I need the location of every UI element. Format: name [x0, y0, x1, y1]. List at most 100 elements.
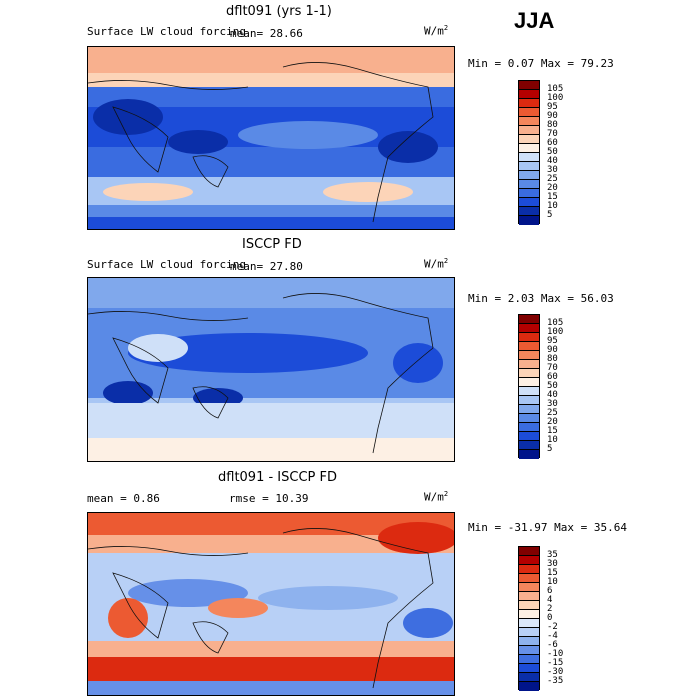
cbar-swatch: [519, 441, 539, 450]
panel-1-units: W/m2: [424, 24, 449, 38]
cbar-label: 15: [547, 568, 558, 578]
cbar-swatch: [519, 198, 539, 207]
cbar-swatch: [519, 126, 539, 135]
panel-3-title: dflt091 - ISCCP FD: [218, 470, 338, 485]
cbar-label: 4: [547, 595, 553, 605]
panel-2-colorbar: [518, 314, 540, 459]
cbar-label: 5: [547, 444, 553, 454]
cbar-swatch: [519, 423, 539, 432]
cbar-swatch: [519, 378, 539, 387]
cbar-label: 70: [547, 129, 558, 139]
cbar-label: 90: [547, 345, 558, 355]
cbar-swatch: [519, 108, 539, 117]
cbar-label: -10: [547, 649, 564, 659]
cbar-label: 60: [547, 372, 558, 382]
cbar-swatch: [519, 207, 539, 216]
panel-3-minmax: Min = -31.97 Max = 35.64: [468, 521, 627, 534]
cbar-swatch: [519, 351, 539, 360]
cbar-swatch: [519, 135, 539, 144]
cbar-swatch: [519, 324, 539, 333]
cbar-swatch: [519, 414, 539, 423]
cbar-swatch: [519, 81, 539, 90]
cbar-label: 25: [547, 408, 558, 418]
cbar-swatch: [519, 396, 539, 405]
cbar-swatch: [519, 592, 539, 601]
cbar-label: 15: [547, 426, 558, 436]
cbar-label: -15: [547, 658, 564, 668]
cbar-label: 30: [547, 165, 558, 175]
cbar-label: 95: [547, 336, 558, 346]
cbar-swatch: [519, 610, 539, 619]
cbar-label: 35: [547, 550, 558, 560]
cbar-swatch: [519, 682, 539, 691]
cbar-label: 10: [547, 435, 558, 445]
cbar-swatch: [519, 360, 539, 369]
cbar-swatch: [519, 189, 539, 198]
cbar-swatch: [519, 655, 539, 664]
cbar-label: 10: [547, 201, 558, 211]
cbar-label: 2: [547, 604, 553, 614]
cbar-swatch: [519, 673, 539, 682]
cbar-label: 10: [547, 577, 558, 587]
cbar-swatch: [519, 574, 539, 583]
cbar-label: 50: [547, 147, 558, 157]
panel-1-minmax: Min = 0.07 Max = 79.23: [468, 57, 614, 70]
cbar-label: 95: [547, 102, 558, 112]
cbar-label: 20: [547, 183, 558, 193]
cbar-swatch: [519, 646, 539, 655]
panel-2-variable: Surface LW cloud forcing: [87, 258, 246, 271]
cbar-swatch: [519, 171, 539, 180]
cbar-label: 100: [547, 327, 564, 337]
cbar-label: 25: [547, 174, 558, 184]
cbar-swatch: [519, 162, 539, 171]
cbar-swatch: [519, 637, 539, 646]
cbar-label: 90: [547, 111, 558, 121]
cbar-label: 70: [547, 363, 558, 373]
cbar-swatch: [519, 556, 539, 565]
cbar-swatch: [519, 565, 539, 574]
cbar-swatch: [519, 180, 539, 189]
cbar-swatch: [519, 333, 539, 342]
cbar-swatch: [519, 342, 539, 351]
cbar-swatch: [519, 144, 539, 153]
cbar-swatch: [519, 601, 539, 610]
cbar-label: 40: [547, 156, 558, 166]
cbar-label: -30: [547, 667, 564, 677]
panel-3-mean: mean = 0.86: [87, 492, 160, 505]
cbar-label: 20: [547, 417, 558, 427]
cbar-swatch: [519, 432, 539, 441]
cbar-swatch: [519, 628, 539, 637]
cbar-swatch: [519, 369, 539, 378]
panel-2-units: W/m2: [424, 257, 449, 271]
cbar-label: 80: [547, 120, 558, 130]
panel-1-mean: mean= 28.66: [230, 27, 303, 40]
panel-1-map: [87, 46, 455, 230]
cbar-label: 80: [547, 354, 558, 364]
cbar-label: 0: [547, 613, 553, 623]
cbar-swatch: [519, 619, 539, 628]
cbar-swatch: [519, 315, 539, 324]
panel-2-title: ISCCP FD: [242, 237, 302, 252]
cbar-swatch: [519, 99, 539, 108]
panel-3-units: W/m2: [424, 490, 449, 504]
panel-3-rmse: rmse = 10.39: [229, 492, 309, 505]
cbar-label: 15: [547, 192, 558, 202]
cbar-swatch: [519, 153, 539, 162]
cbar-label: 40: [547, 390, 558, 400]
cbar-label: 105: [547, 84, 564, 94]
cbar-swatch: [519, 90, 539, 99]
cbar-label: 30: [547, 399, 558, 409]
cbar-swatch: [519, 664, 539, 673]
panel-2-mean: mean= 27.80: [230, 260, 303, 273]
cbar-swatch: [519, 583, 539, 592]
panel-3-colorbar: [518, 546, 540, 691]
cbar-swatch: [519, 216, 539, 225]
cbar-label: 5: [547, 210, 553, 220]
cbar-label: 60: [547, 138, 558, 148]
cbar-label: 100: [547, 93, 564, 103]
cbar-swatch: [519, 547, 539, 556]
season-label: JJA: [514, 8, 555, 33]
cbar-label: 6: [547, 586, 553, 596]
cbar-swatch: [519, 117, 539, 126]
cbar-swatch: [519, 450, 539, 459]
